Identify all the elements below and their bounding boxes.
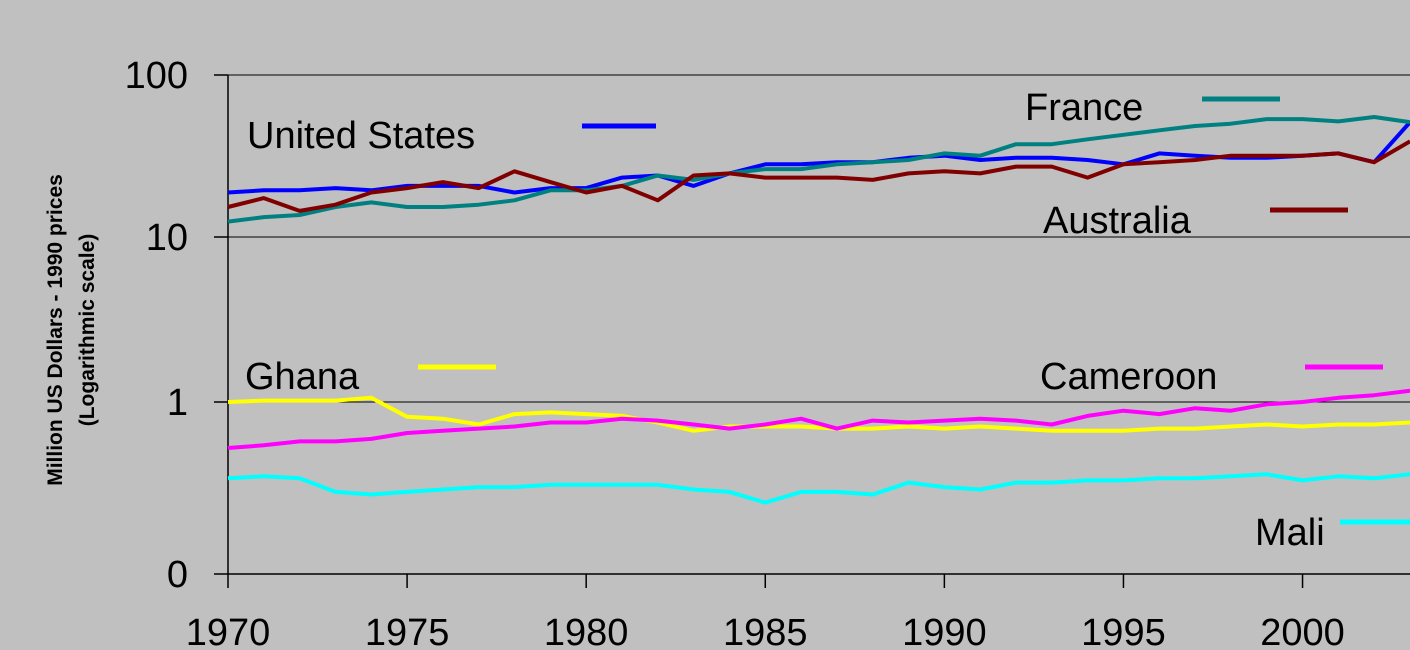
x-tick-label: 2000	[1260, 612, 1345, 650]
series-line-mali	[227, 472, 1410, 505]
series-line-australia	[227, 139, 1410, 213]
legend-label-ghana: Ghana	[245, 356, 360, 398]
y-tick-label: 1	[167, 382, 188, 424]
y-tick-label: 100	[125, 55, 188, 97]
series-line-cameroon	[227, 388, 1410, 450]
series-line-france	[227, 115, 1410, 224]
legend-label-australia: Australia	[1043, 200, 1192, 242]
x-tick-label: 1980	[544, 612, 629, 650]
legend-label-cameroon: Cameroon	[1040, 356, 1217, 398]
legend-label-mali: Mali	[1255, 512, 1325, 554]
legend: United States France Australia Ghana Cameroo…	[245, 87, 1410, 554]
y-axis-title: Million US Dollars - 1990 prices (Logari…	[44, 174, 99, 486]
grid	[228, 74, 1410, 403]
series-line-ghana	[227, 395, 1410, 433]
x-tick-label: 1985	[723, 612, 808, 650]
y-axis-title-line-1: Million US Dollars - 1990 prices	[44, 174, 67, 486]
y-axis-title-line-2: (Logarithmic scale)	[76, 234, 99, 427]
x-tick-label: 1990	[902, 612, 987, 650]
y-tick-label: 10	[146, 217, 188, 259]
axes: 0 1 10 100 1970 1975 1980 1985 1990 1995 2000	[125, 55, 1410, 650]
series-lines	[227, 115, 1410, 505]
x-tick-label: 1975	[365, 612, 450, 650]
legend-label-france: France	[1025, 87, 1143, 129]
x-tick-label: 1995	[1081, 612, 1166, 650]
x-tick-label: 1970	[186, 612, 271, 650]
legend-label-united-states: United States	[247, 115, 475, 157]
y-tick-label: 0	[167, 554, 188, 596]
